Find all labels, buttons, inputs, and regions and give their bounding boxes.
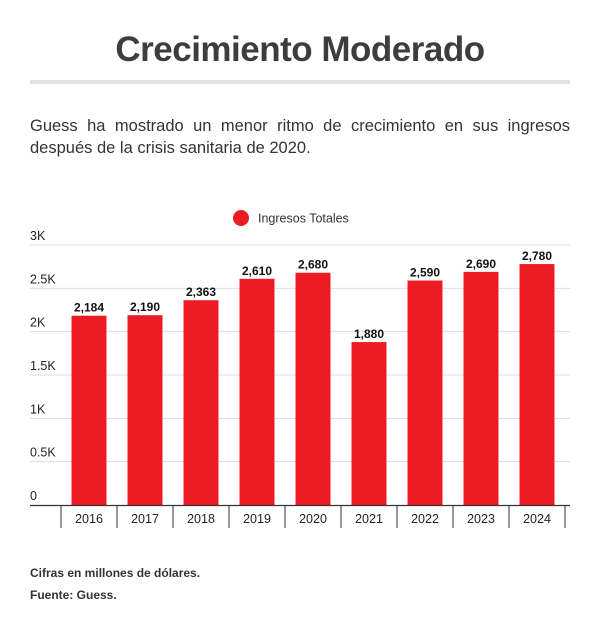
y-tick-label: 2.5K — [30, 272, 56, 286]
y-tick-label: 2K — [30, 316, 46, 330]
data-label-2020: 2,680 — [298, 258, 328, 272]
x-tick-label: 2019 — [243, 512, 271, 526]
bar-2021 — [351, 342, 387, 505]
bar-2020 — [295, 272, 331, 505]
bar-2018 — [183, 300, 219, 505]
bar-2019 — [239, 278, 275, 505]
x-tick-label: 2016 — [75, 512, 103, 526]
x-axis: 2016 2017 2018 2019 2020 2021 2022 2023 2024 — [30, 504, 570, 528]
source-note: Fuente: Guess. — [30, 588, 117, 602]
chart-title: Crecimiento Moderado — [115, 30, 485, 69]
y-tick-label: 1.5K — [30, 359, 56, 373]
data-label-2017: 2,190 — [130, 300, 160, 314]
y-tick-label: 0.5K — [30, 446, 56, 460]
data-label-2021: 1,880 — [354, 327, 384, 341]
x-tick-label: 2020 — [299, 512, 327, 526]
legend-label: Ingresos Totales — [258, 212, 349, 226]
x-tick-label: 2021 — [355, 512, 383, 526]
x-tick-label: 2017 — [131, 512, 159, 526]
bars — [71, 264, 555, 505]
bar-2017 — [127, 315, 163, 505]
bar-2024 — [519, 264, 555, 505]
x-tick-label: 2024 — [523, 512, 551, 526]
legend: Ingresos Totales — [233, 210, 349, 226]
data-label-2022: 2,590 — [410, 266, 440, 280]
footnote: Cifras en millones de dólares. — [30, 566, 201, 580]
title-divider — [30, 80, 570, 84]
bar-2023 — [463, 271, 499, 505]
data-label-2023: 2,690 — [466, 257, 496, 271]
bar-chart: 0 0.5K 1K 1.5K 2K 2.5K 3K 2,184 2,190 2,363 2,610… — [30, 210, 570, 528]
y-axis-ticks: 0 0.5K 1K 1.5K 2K 2.5K 3K — [30, 229, 56, 503]
data-label-2024: 2,780 — [522, 249, 552, 263]
legend-swatch — [233, 210, 249, 226]
x-tick-label: 2018 — [187, 512, 215, 526]
data-label-2019: 2,610 — [242, 264, 272, 278]
y-tick-label: 3K — [30, 229, 46, 243]
data-labels: 2,184 2,190 2,363 2,610 2,680 1,880 2,590 2,690… — [74, 249, 552, 341]
data-label-2016: 2,184 — [74, 301, 104, 315]
x-tick-label: 2023 — [467, 512, 495, 526]
x-tick-label: 2022 — [411, 512, 439, 526]
data-label-2018: 2,363 — [186, 285, 216, 299]
chart-subtitle: Guess ha mostrado un menor ritmo de crec… — [30, 117, 570, 157]
y-tick-label: 1K — [30, 402, 46, 416]
y-tick-label: 0 — [30, 489, 37, 503]
bar-2022 — [407, 280, 443, 505]
bar-2016 — [71, 315, 107, 505]
